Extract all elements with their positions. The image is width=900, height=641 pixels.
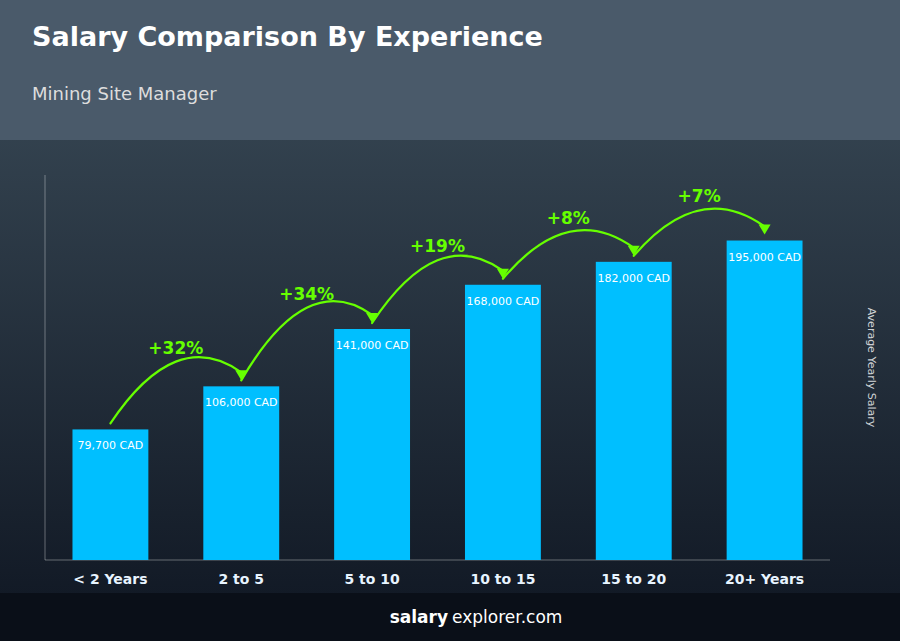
change-arc [241,301,372,380]
chart: Salary Comparison By Experience Mining Si… [0,0,900,641]
footer-text: salary [390,607,448,627]
change-label: +19% [410,236,465,256]
x-tick-label: 10 to 15 [470,571,535,587]
change-annotation: +19% [372,236,509,323]
data-label: 106,000 CAD [205,396,278,409]
change-arc [372,256,503,323]
x-tick-label: 20+ Years [725,571,804,587]
background [0,0,900,641]
change-annotation: +8% [503,208,640,279]
change-arc [503,230,634,279]
change-annotation: +7% [634,186,771,255]
change-arc [110,357,241,423]
change-label: +8% [547,208,590,228]
x-tick-label: 2 to 5 [218,571,264,587]
bar [203,386,279,560]
change-annotation: +32% [110,338,247,424]
data-label: 79,700 CAD [78,439,144,452]
y-axis-label: Average Yearly Salary [865,308,878,428]
change-arrowhead [759,225,771,235]
change-arc [634,209,765,256]
bar [465,285,541,560]
data-label: 168,000 CAD [467,295,540,308]
footer-text: explorer.com [452,607,562,627]
x-tick-label: < 2 Years [73,571,147,587]
title: Salary Comparison By Experience [32,21,543,52]
change-label: +34% [279,284,334,304]
change-label: +32% [148,338,203,358]
footer-background [0,593,900,641]
data-label: 182,000 CAD [597,272,670,285]
bar [72,429,148,560]
x-tick-label: 5 to 10 [344,571,400,587]
y-axis-line [45,175,46,560]
title-background [0,0,900,140]
subtitle: Mining Site Manager [32,83,217,104]
bar [596,262,672,560]
x-tick-label: 15 to 20 [601,571,666,587]
bars [72,241,802,560]
change-label: +7% [678,186,721,206]
bar [334,329,410,560]
data-label: 141,000 CAD [336,339,409,352]
bar [727,241,803,560]
change-annotation: +34% [241,284,378,381]
data-label: 195,000 CAD [728,251,801,264]
x-axis-line [45,560,830,561]
